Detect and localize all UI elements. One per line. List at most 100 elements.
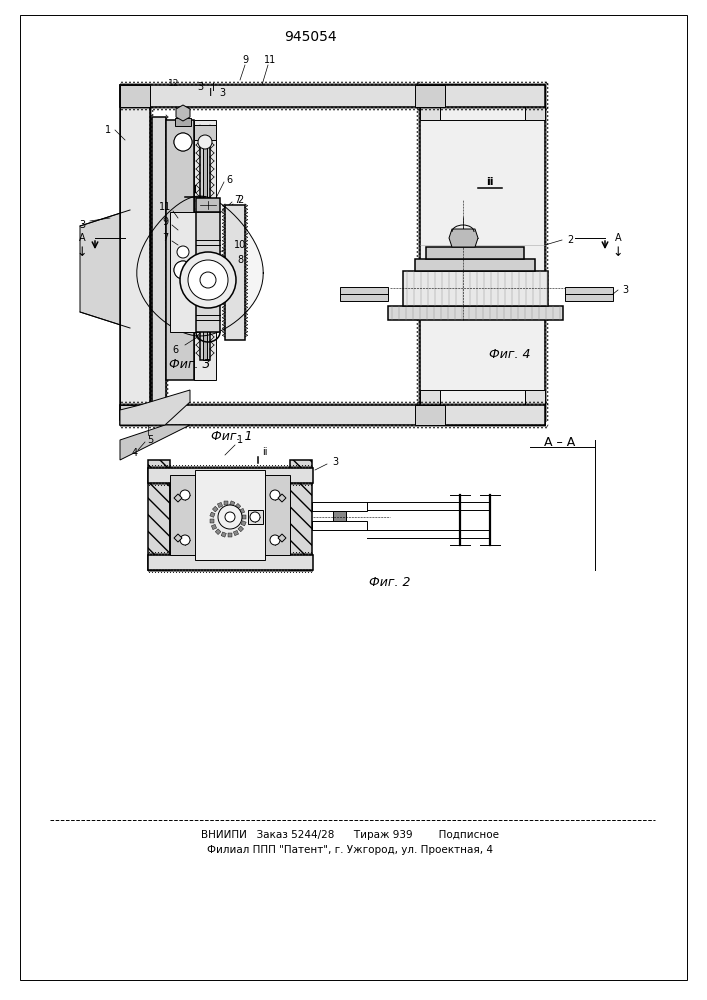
Circle shape — [174, 261, 192, 279]
Bar — [340, 287, 388, 301]
Bar — [120, 85, 150, 420]
Circle shape — [198, 135, 212, 149]
Circle shape — [180, 252, 236, 308]
Bar — [388, 306, 563, 320]
Bar — [565, 287, 613, 301]
Text: Фиг. 3: Фиг. 3 — [169, 359, 211, 371]
Text: 1: 1 — [105, 125, 111, 135]
Bar — [221, 532, 226, 537]
Bar — [230, 501, 235, 506]
Circle shape — [180, 267, 186, 273]
Bar — [218, 502, 223, 508]
Text: 5: 5 — [147, 435, 153, 445]
Bar — [420, 85, 440, 120]
Bar — [260, 475, 290, 555]
Circle shape — [180, 490, 190, 500]
Bar — [420, 85, 545, 425]
Text: 3: 3 — [79, 220, 85, 230]
Text: Фиг. 4: Фиг. 4 — [489, 349, 531, 361]
Bar — [194, 125, 216, 140]
Bar — [415, 259, 535, 271]
Bar — [166, 120, 194, 380]
Circle shape — [270, 535, 280, 545]
Bar — [525, 85, 545, 120]
Text: ii: ii — [486, 177, 493, 187]
Bar — [240, 508, 245, 514]
Polygon shape — [80, 210, 175, 328]
Bar — [440, 390, 525, 425]
Bar — [148, 468, 313, 483]
Text: Фиг. 2: Фиг. 2 — [369, 576, 411, 589]
Text: 11: 11 — [159, 202, 171, 212]
Text: ВНИИПИ   Заказ 5244/28      Тираж 939        Подписное: ВНИИПИ Заказ 5244/28 Тираж 939 Подписное — [201, 830, 499, 840]
Text: 9: 9 — [162, 217, 168, 227]
Polygon shape — [174, 494, 182, 502]
Bar — [426, 247, 524, 259]
Circle shape — [225, 512, 235, 522]
Text: 10: 10 — [234, 240, 246, 250]
Bar — [235, 503, 240, 509]
Text: Филиал ППП "Патент", г. Ужгород, ул. Проектная, 4: Филиал ППП "Патент", г. Ужгород, ул. Про… — [207, 845, 493, 855]
Bar — [440, 85, 525, 120]
Bar — [196, 212, 220, 332]
Text: 1: 1 — [237, 435, 243, 445]
Bar — [120, 405, 545, 425]
Bar — [196, 198, 220, 212]
Bar — [194, 120, 216, 380]
Text: 7: 7 — [162, 233, 168, 243]
Text: 11: 11 — [264, 55, 276, 65]
Circle shape — [180, 139, 186, 145]
Bar — [242, 515, 246, 519]
Circle shape — [174, 133, 192, 151]
Bar — [312, 502, 367, 511]
Bar — [148, 460, 170, 570]
Bar — [200, 130, 210, 360]
Circle shape — [174, 133, 192, 151]
Text: А: А — [78, 233, 86, 243]
Bar — [194, 240, 216, 280]
Polygon shape — [137, 196, 263, 336]
Bar — [120, 405, 150, 425]
Text: 12: 12 — [168, 79, 180, 88]
Text: 7: 7 — [234, 195, 240, 205]
Bar — [312, 521, 367, 530]
Text: 2: 2 — [237, 195, 243, 205]
Text: I: I — [211, 83, 214, 93]
Bar — [403, 271, 548, 306]
Text: 945054: 945054 — [284, 30, 337, 44]
Bar — [120, 85, 150, 107]
Polygon shape — [120, 425, 190, 460]
Text: 8: 8 — [237, 255, 243, 265]
Bar — [224, 501, 228, 505]
Circle shape — [180, 535, 190, 545]
Bar — [233, 530, 238, 536]
Bar — [333, 511, 346, 521]
Bar — [120, 85, 150, 420]
Bar — [248, 510, 263, 524]
Bar — [196, 240, 214, 278]
Bar — [241, 521, 246, 526]
Polygon shape — [278, 534, 286, 542]
Text: А: А — [614, 233, 621, 243]
Bar — [203, 130, 207, 360]
Bar — [228, 533, 232, 537]
Bar — [152, 117, 166, 402]
Polygon shape — [174, 534, 182, 542]
Bar — [211, 524, 216, 530]
Text: 3: 3 — [622, 285, 628, 295]
Text: Фиг. 1: Фиг. 1 — [211, 430, 252, 444]
Bar — [170, 475, 200, 555]
Bar — [148, 555, 313, 570]
Bar — [420, 390, 440, 425]
Bar — [212, 506, 218, 512]
Text: 9: 9 — [242, 55, 248, 65]
Bar — [210, 512, 215, 517]
Text: 6: 6 — [172, 345, 178, 355]
Bar — [238, 526, 243, 532]
Bar — [195, 470, 265, 560]
Bar — [225, 205, 245, 340]
Circle shape — [218, 505, 242, 529]
Bar — [290, 460, 312, 570]
Circle shape — [174, 261, 192, 279]
Circle shape — [270, 490, 280, 500]
